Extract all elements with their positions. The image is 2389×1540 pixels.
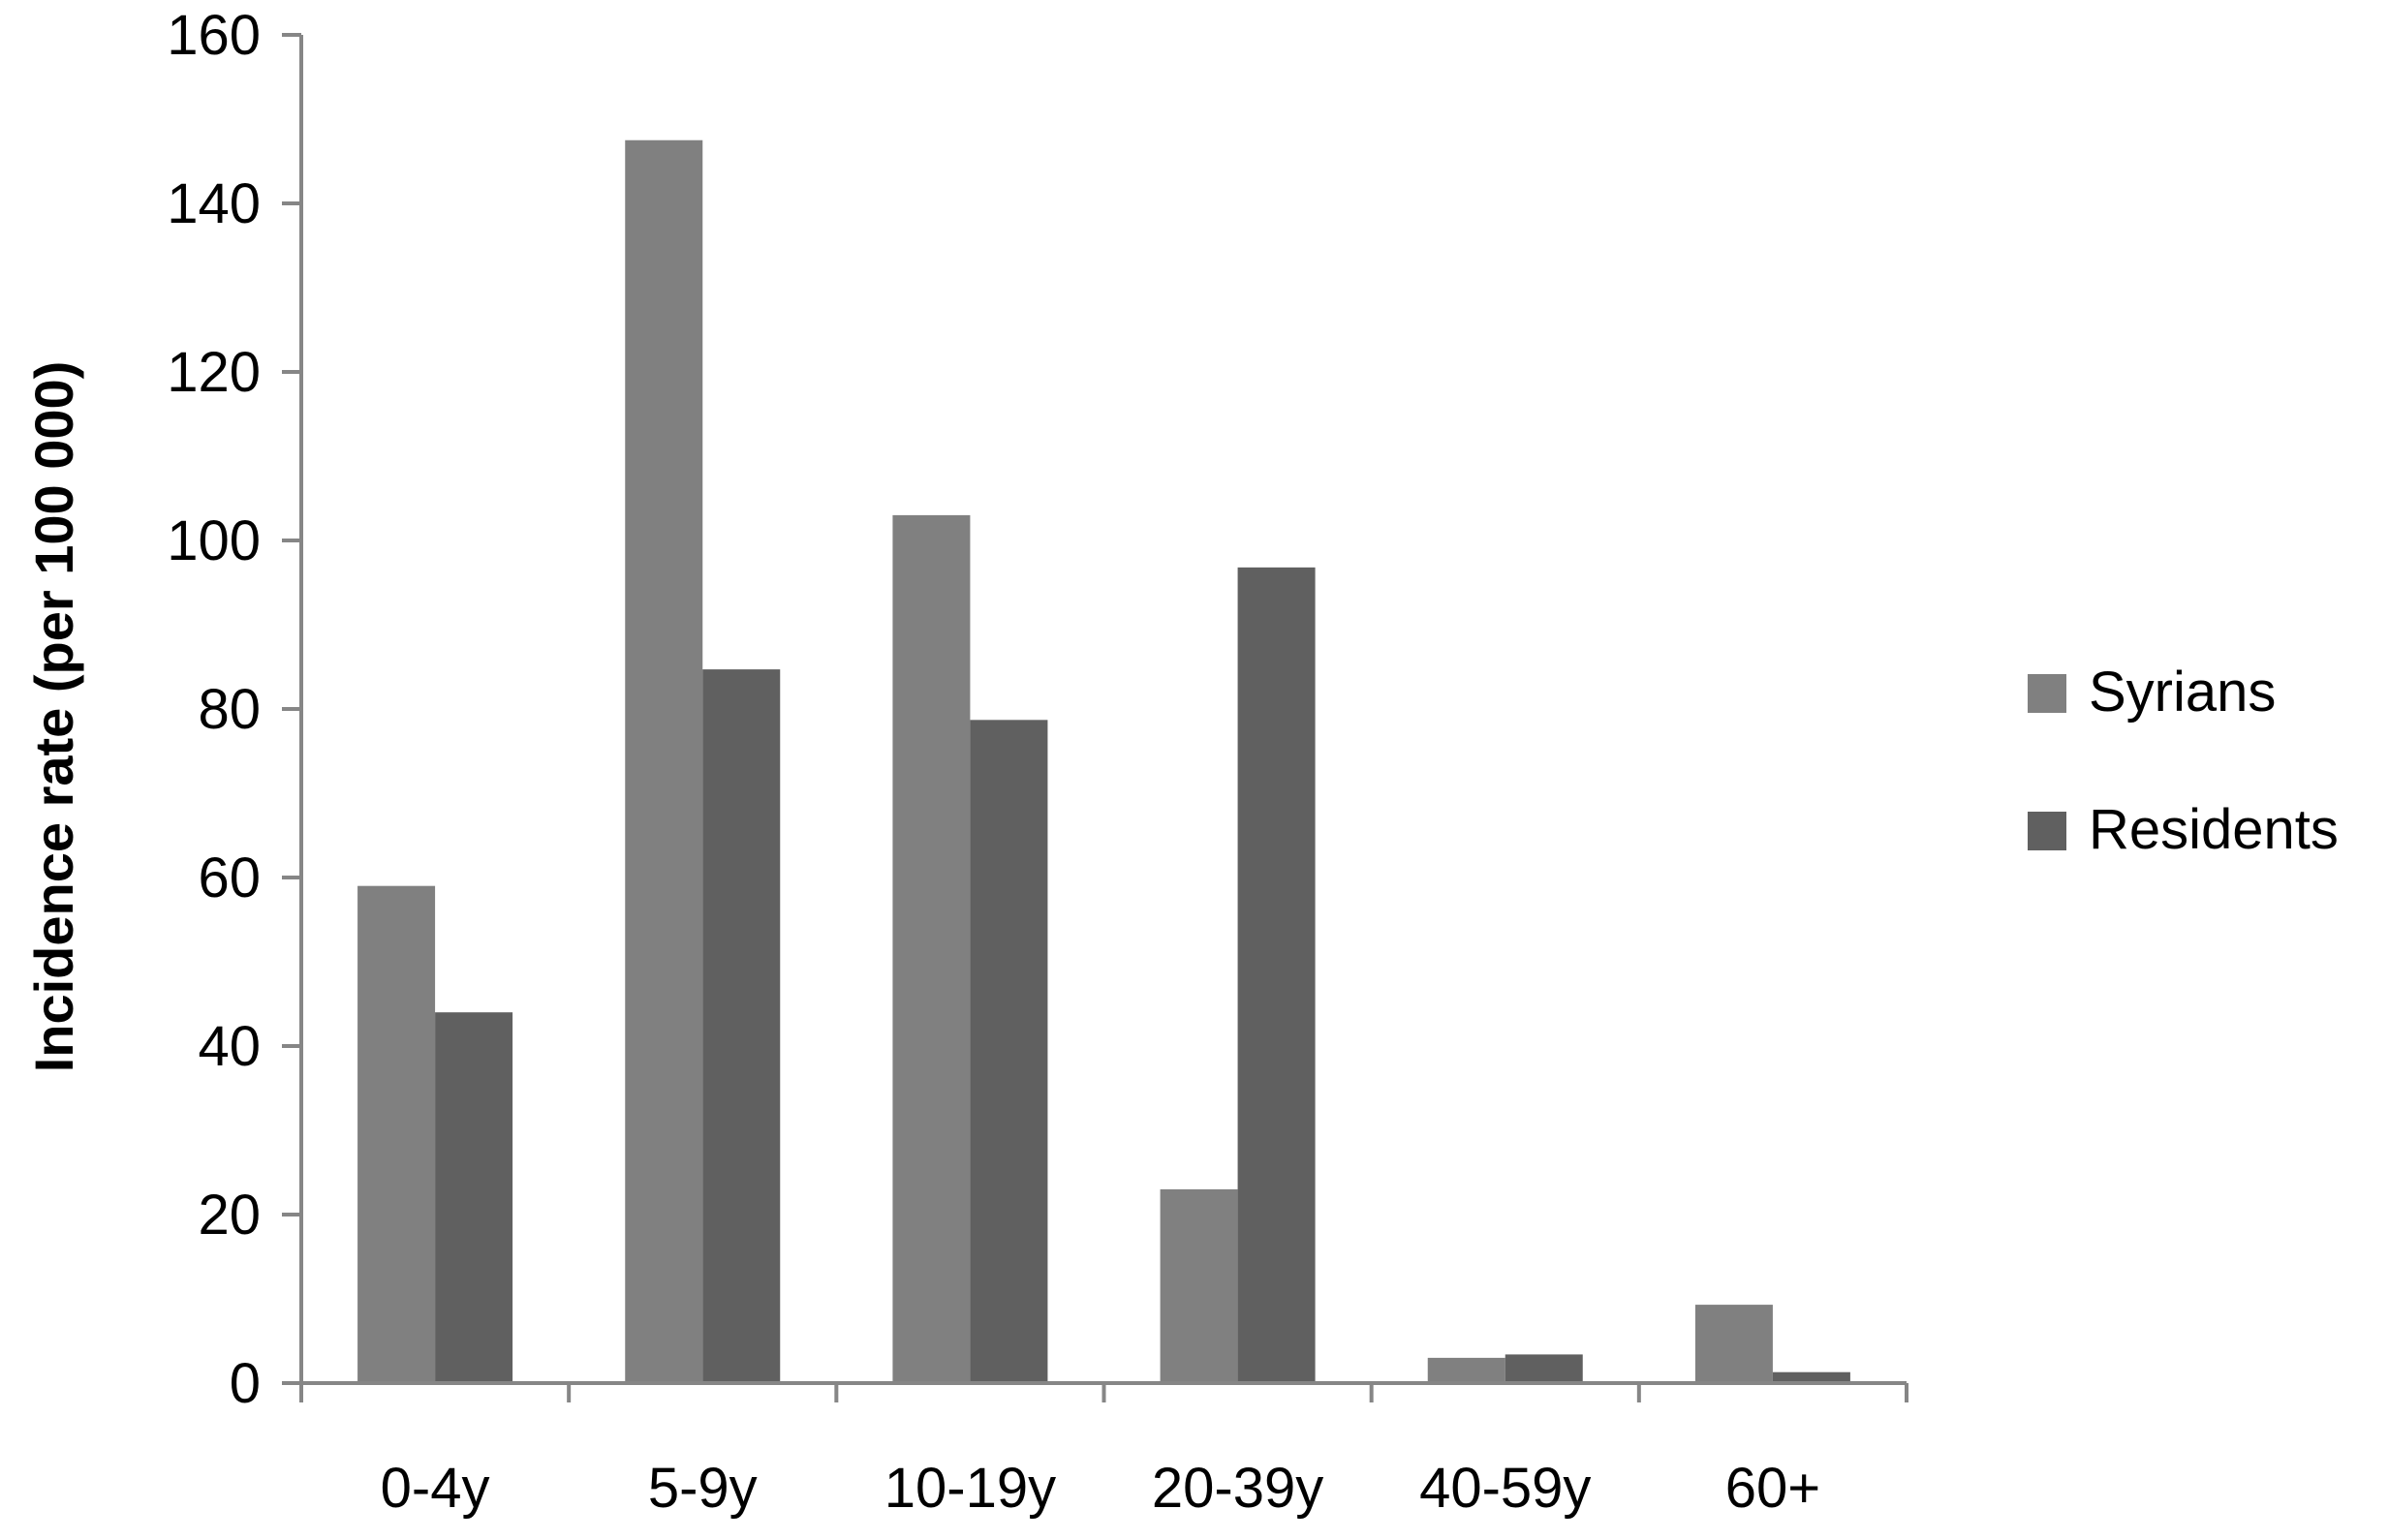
- bar-syrians-0-4y: [357, 885, 436, 1383]
- bar-residents-0-4y: [435, 1012, 513, 1383]
- legend-label-syrians: Syrians: [2089, 661, 2276, 724]
- y-tick-label-80: 80: [198, 678, 261, 741]
- x-tick-label-60: 60+: [1725, 1457, 1820, 1520]
- bar-residents-20-39y: [1237, 567, 1316, 1383]
- legend-swatch-residents: [2028, 812, 2066, 850]
- y-tick-label-120: 120: [167, 341, 261, 404]
- y-axis-title: Incidence rate (per 100 000): [23, 361, 84, 1073]
- bar-residents-10-19y: [970, 720, 1048, 1383]
- axes-layer: [282, 33, 1908, 1402]
- bar-residents-60: [1772, 1371, 1850, 1383]
- labels-layer: 0 20 40 60 80 100 120 140 160 0-4y 5-9y 10-19y 20-39…: [167, 4, 1820, 1520]
- y-tick-label-20: 20: [198, 1184, 261, 1247]
- legend-label-residents: Residents: [2089, 798, 2339, 861]
- y-tick-label-100: 100: [167, 509, 261, 572]
- x-tick-label-20-39y: 20-39y: [1152, 1457, 1323, 1520]
- bar-syrians-5-9y: [625, 139, 703, 1383]
- y-tick-label-160: 160: [167, 4, 261, 67]
- y-tick-label-0: 0: [230, 1352, 261, 1415]
- bar-syrians-20-39y: [1160, 1188, 1238, 1383]
- bars-layer: [357, 139, 1850, 1383]
- y-tick-label-140: 140: [167, 172, 261, 235]
- legend: Syrians Residents: [2028, 661, 2339, 861]
- bar-syrians-60: [1694, 1305, 1773, 1383]
- bar-syrians-40-59y: [1427, 1357, 1505, 1383]
- x-tick-label-0-4y: 0-4y: [381, 1457, 490, 1520]
- x-tick-label-40-59y: 40-59y: [1419, 1457, 1591, 1520]
- bar-syrians-10-19y: [892, 514, 971, 1383]
- y-tick-label-60: 60: [198, 847, 261, 909]
- x-tick-label-10-19y: 10-19y: [884, 1457, 1056, 1520]
- legend-swatch-syrians: [2028, 674, 2066, 713]
- bar-residents-40-59y: [1505, 1354, 1583, 1383]
- bar-residents-5-9y: [702, 669, 781, 1383]
- y-tick-label-40: 40: [198, 1015, 261, 1078]
- x-tick-label-5-9y: 5-9y: [648, 1457, 758, 1520]
